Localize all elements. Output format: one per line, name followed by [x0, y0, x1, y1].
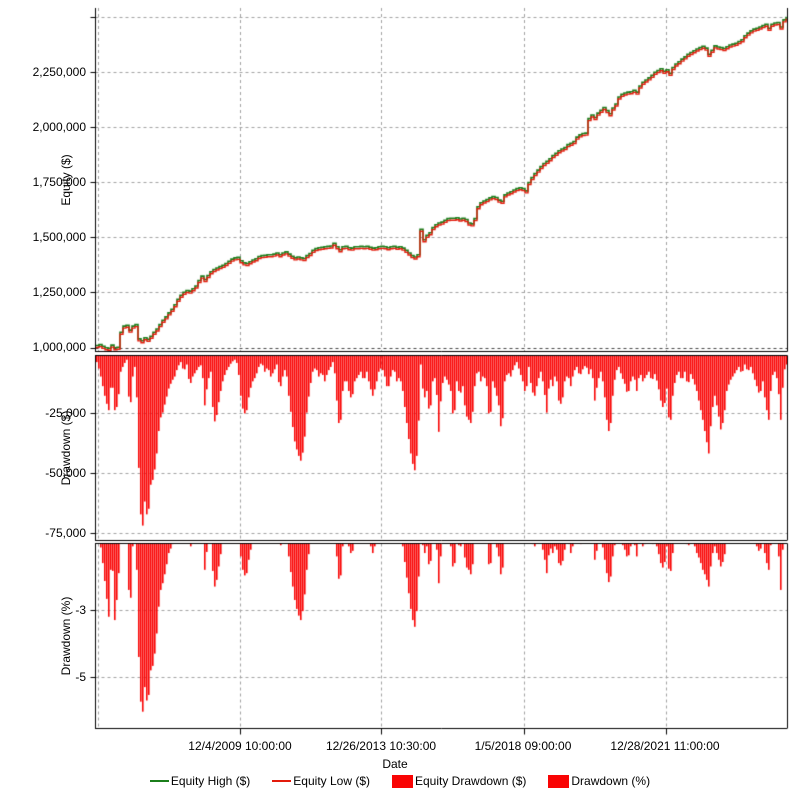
legend-label-equity-low: Equity Low ($) — [293, 774, 370, 788]
equity-high-line-swatch — [149, 780, 169, 782]
xtick-date-2013: 12/26/2013 10:30:00 — [325, 739, 437, 753]
ytick-ddpct-5: -5 — [75, 670, 86, 684]
ytick-equity-1500000: 1,500,000 — [32, 230, 86, 244]
ytick-dd-25000: -25,000 — [45, 406, 86, 420]
ytick-ddpct-3: -3 — [75, 603, 86, 617]
xtick-date-2018: 1/5/2018 09:00:00 — [474, 739, 572, 753]
y-axis-title-drawdown-usd: Drawdown ($) — [59, 410, 73, 486]
ytick-equity-1250000: 1,250,000 — [32, 285, 86, 299]
ytick-equity-1000000: 1,000,000 — [32, 340, 86, 354]
xtick-date-2009: 12/4/2009 10:00:00 — [188, 739, 292, 753]
equity-low-line-swatch — [272, 780, 292, 782]
y-axis-title-drawdown-pct: Drawdown (%) — [59, 596, 73, 676]
drawdown-pct-box-swatch — [548, 774, 570, 788]
equity-drawdown-box-swatch — [392, 774, 413, 788]
legend-item-equity-drawdown[interactable]: Equity Drawdown ($) — [392, 774, 526, 788]
legend-label-drawdown-pct: Drawdown (%) — [571, 774, 651, 788]
ytick-equity-1750000: 1,750,000 — [32, 175, 86, 189]
ytick-equity-2250000: 2,250,000 — [32, 65, 86, 79]
legend-item-drawdown-pct[interactable]: Drawdown (%) — [548, 774, 650, 788]
x-axis-title-date: Date — [382, 757, 408, 771]
legend-label-equity-high: Equity High ($) — [170, 774, 251, 788]
chart-legend: Equity High ($) Equity Low ($) Equity Dr… — [0, 774, 800, 788]
legend-label-equity-drawdown: Equity Drawdown ($) — [415, 774, 527, 788]
xtick-date-2021: 12/28/2021 11:00:00 — [610, 739, 720, 753]
ytick-dd-50000: -50,000 — [45, 466, 86, 480]
legend-item-equity-high[interactable]: Equity High ($) — [149, 774, 251, 788]
legend-item-equity-low[interactable]: Equity Low ($) — [272, 774, 370, 788]
ytick-dd-75000: -75,000 — [45, 526, 86, 540]
ytick-equity-2000000: 2,000,000 — [32, 120, 86, 134]
y-axis-title-equity: Equity ($) — [59, 154, 73, 206]
